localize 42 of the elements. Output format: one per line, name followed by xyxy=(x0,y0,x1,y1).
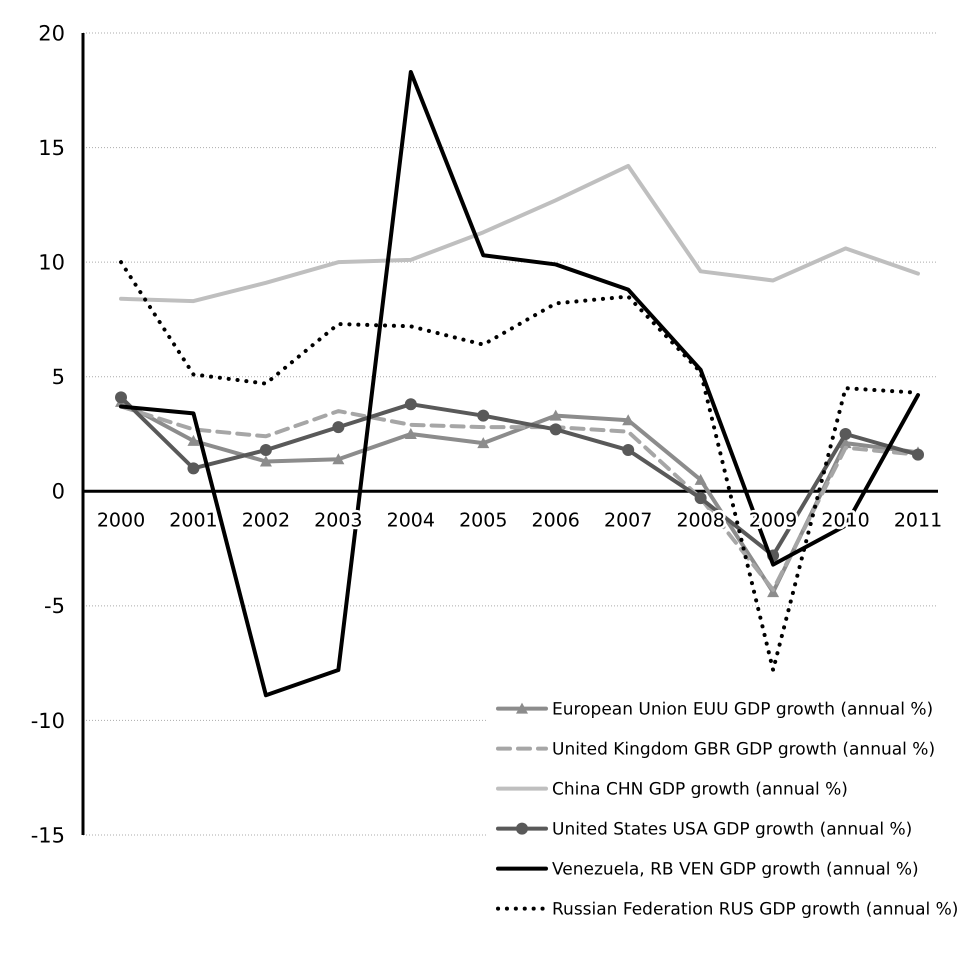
legend-label: China CHN GDP growth (annual %) xyxy=(552,780,848,800)
y-tick-label: 5 xyxy=(52,365,65,390)
x-tick-label: 2001 xyxy=(169,509,218,532)
point xyxy=(694,492,707,504)
y-tick-label: -10 xyxy=(30,708,65,733)
point xyxy=(477,410,490,422)
point xyxy=(694,474,707,485)
point xyxy=(550,410,562,421)
y-tick-label: 0 xyxy=(52,480,65,504)
y-tick-label: 20 xyxy=(38,21,65,46)
x-tick-label: 2007 xyxy=(604,509,652,532)
point xyxy=(115,391,127,404)
point xyxy=(332,421,344,434)
point xyxy=(840,428,852,440)
point xyxy=(187,462,200,474)
legend-label: European Union EUU GDP growth (annual %) xyxy=(552,700,934,720)
x-tick-label: 2000 xyxy=(96,509,146,532)
point xyxy=(404,398,417,410)
x-tick-label: 2004 xyxy=(386,509,435,532)
legend-label: United States USA GDP growth (annual %) xyxy=(552,820,912,840)
x-tick-label: 2011 xyxy=(894,509,942,532)
legend-label: Venezuela, RB VEN GDP growth (annual %) xyxy=(552,860,919,880)
x-tick-label: 2008 xyxy=(676,509,725,532)
y-tick-label: -15 xyxy=(30,823,65,848)
point xyxy=(404,428,417,439)
point xyxy=(332,453,344,464)
y-tick-label: 15 xyxy=(38,136,65,160)
point xyxy=(260,444,272,456)
y-tick-label: -5 xyxy=(44,594,65,618)
legend-label: Russian Federation RUS GDP growth (annual %) xyxy=(552,900,958,920)
y-tick-label: 10 xyxy=(38,250,65,274)
point xyxy=(912,448,924,461)
x-tick-label: 2002 xyxy=(242,509,290,532)
x-tick-label: 2006 xyxy=(532,509,580,532)
point xyxy=(622,444,634,456)
point xyxy=(187,434,200,446)
point xyxy=(550,423,562,436)
line-series xyxy=(119,164,920,304)
legend-label: United Kingdom GBR GDP growth (annual %) xyxy=(552,740,936,760)
x-tick-label: 2005 xyxy=(459,509,508,532)
point xyxy=(260,455,272,466)
point xyxy=(477,437,490,448)
